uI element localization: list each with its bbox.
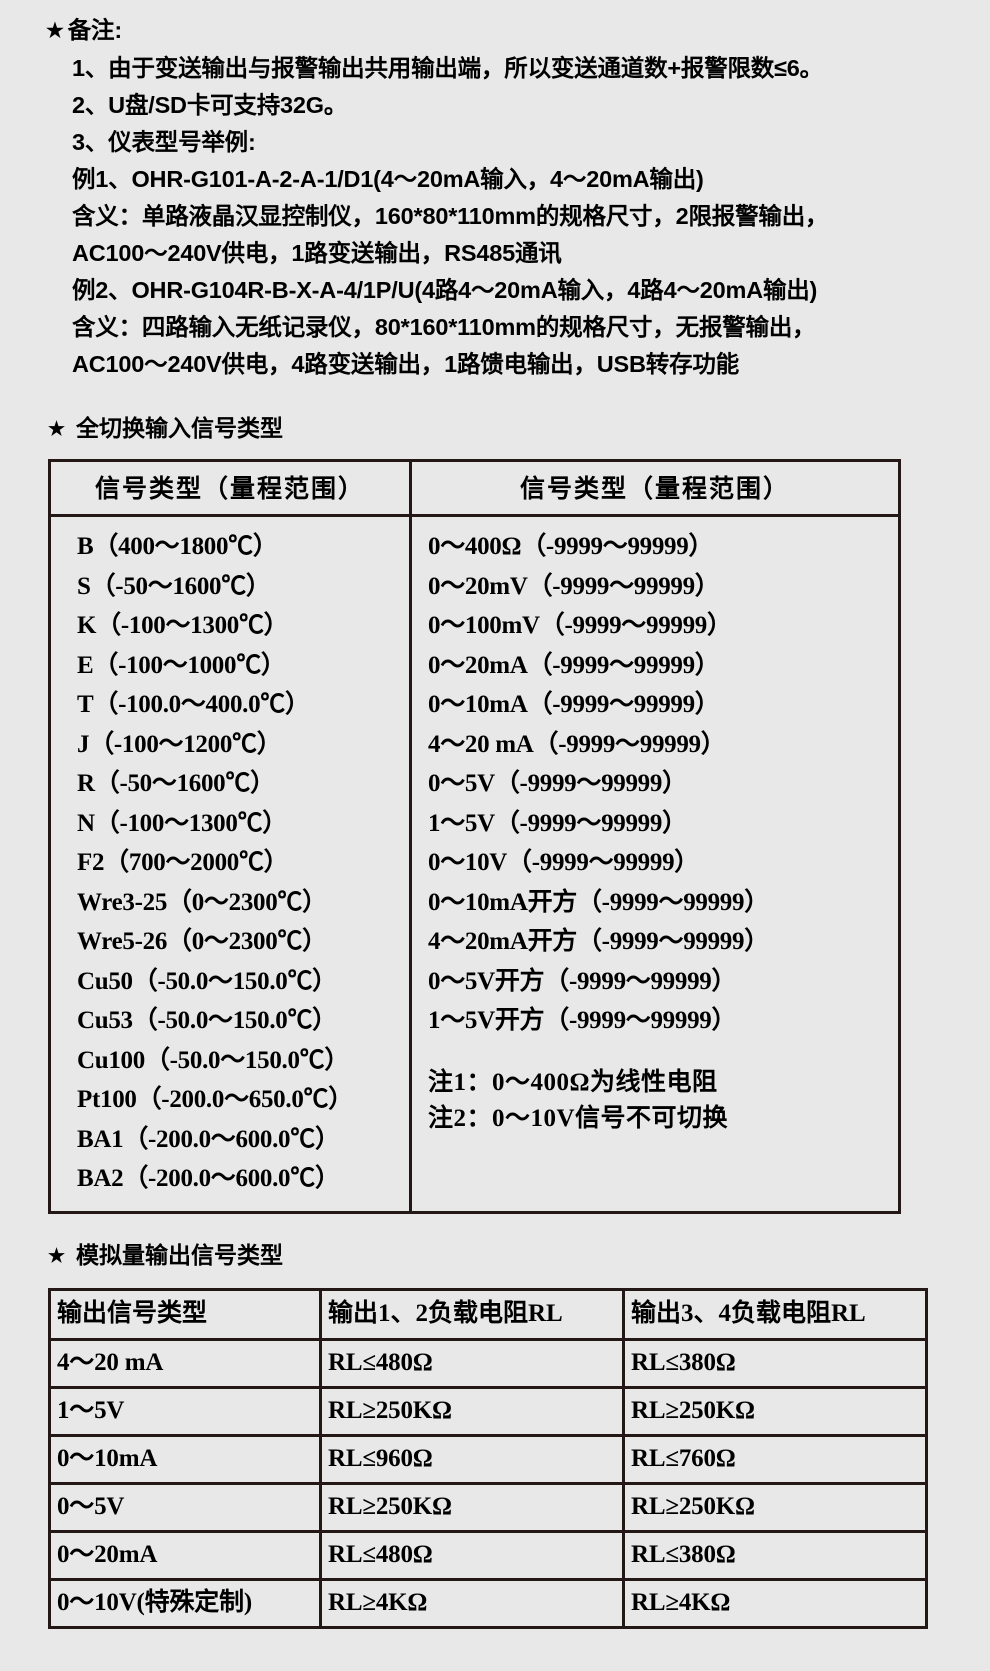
note-line: 例2、OHR-G104R-B-X-A-4/1P/U(4路4～20mA输入，4路4… (72, 277, 818, 303)
input-signal-table: 信号类型（量程范围） 信号类型（量程范围） B（400～1800℃） S（-50… (48, 459, 901, 1214)
list-item: F2（700～2000℃） (77, 849, 289, 876)
input-signal-section-title: ★ 全切换输入信号类型 (0, 413, 990, 445)
list-item: S（-50～1600℃） (77, 572, 271, 600)
right-column-cell: 0～400Ω（-9999～99999） 0～20mV（-9999～99999） … (409, 514, 901, 1214)
list-item: E（-100～1000℃） (77, 651, 286, 679)
list-item: 0～20mA（-9999～99999） (428, 651, 720, 679)
table-row: 0～20mA RL≤480Ω RL≤380Ω (48, 1529, 928, 1581)
list-item: Cu50（-50.0～150.0℃） (77, 967, 337, 995)
table-cell: RL≥4KΩ (622, 1577, 928, 1629)
table-cell: 0～10V(特殊定制) (48, 1577, 322, 1629)
list-item: Wre5-26（0～2300℃） (77, 928, 327, 955)
list-item: 1～5V（-9999～99999） (428, 809, 687, 837)
list-item: BA1（-200.0～600.0℃） (77, 1125, 340, 1153)
table-cell: RL≥250KΩ (622, 1481, 928, 1533)
star-icon: ★ (46, 20, 64, 42)
right-column-list: 0～400Ω（-9999～99999） 0～20mV（-9999～99999） … (412, 517, 898, 1149)
list-item: Pt100（-200.0～650.0℃） (77, 1086, 353, 1113)
column-header: 输出信号类型 (48, 1287, 322, 1341)
input-signal-table-wrap: 信号类型（量程范围） 信号类型（量程范围） B（400～1800℃） S（-50… (48, 459, 901, 1214)
table-cell: 1～5V (48, 1385, 322, 1437)
table-cell: RL≤380Ω (622, 1529, 928, 1581)
list-item: Cu53（-50.0～150.0℃） (77, 1007, 337, 1034)
left-column-cell: B（400～1800℃） S（-50～1600℃） K（-100～1300℃） … (48, 514, 412, 1214)
note-line: 2、U盘/SD卡可支持32G。 (72, 92, 348, 118)
list-item: 4～20 mA（-9999～99999） (428, 730, 726, 758)
left-column-list: B（400～1800℃） S（-50～1600℃） K（-100～1300℃） … (51, 517, 409, 1211)
list-item: 0～10mA开方（-9999～99999） (428, 888, 769, 916)
list-item: 0～5V（-9999～99999） (428, 770, 687, 797)
list-item: 4～20mA开方（-9999～99999） (428, 928, 769, 955)
table-row: 4～20 mA RL≤480Ω RL≤380Ω (48, 1337, 928, 1389)
table-cell: 0～20mA (48, 1529, 322, 1581)
table-cell: RL≤480Ω (319, 1337, 625, 1389)
table-body-row: B（400～1800℃） S（-50～1600℃） K（-100～1300℃） … (48, 514, 901, 1214)
table-note: 注1：0～400Ω为线性电阻 (428, 1068, 718, 1096)
column-header: 输出3、4负载电阻RL (622, 1287, 928, 1341)
list-item: 0～10V（-9999～99999） (428, 849, 699, 876)
table-header-row: 信号类型（量程范围） 信号类型（量程范围） (48, 459, 901, 517)
list-item: J（-100～1200℃） (77, 730, 282, 758)
note-line: 含义：四路输入无纸记录仪，80*160*110mm的规格尺寸，无报警输出， (72, 314, 816, 340)
list-item: B（400～1800℃） (77, 533, 278, 560)
list-item: K（-100～1300℃） (77, 612, 289, 639)
note-line: 例1、OHR-G101-A-2-A-1/D1(4～20mA输入，4～20mA输出… (72, 166, 704, 192)
list-item: 0～5V开方（-9999～99999） (428, 967, 737, 995)
table-cell: RL≤380Ω (622, 1337, 928, 1389)
note-line: AC100～240V供电，1路变送输出，RS485通讯 (72, 240, 562, 266)
table-cell: RL≥250KΩ (319, 1481, 625, 1533)
output-signal-table: 输出信号类型 输出1、2负载电阻RL 输出3、4负载电阻RL 4～20 mA R… (48, 1287, 928, 1629)
table-cell: RL≤960Ω (319, 1433, 625, 1485)
list-item: BA2（-200.0～600.0℃） (77, 1165, 340, 1192)
list-item: 0～400Ω（-9999～99999） (428, 533, 714, 560)
column-header: 输出1、2负载电阻RL (319, 1287, 625, 1341)
table-cell: RL≤480Ω (319, 1529, 625, 1581)
notes-block: ★ 备注: 1、由于变送输出与报警输出共用输出端，所以变送通道数+报警限数≤6。 … (0, 0, 990, 383)
table-row: 1～5V RL≥250KΩ RL≥250KΩ (48, 1385, 928, 1437)
table-note: 注2：0～10V信号不可切换 (428, 1104, 729, 1132)
star-icon: ★ (48, 419, 66, 440)
spacer (412, 1041, 898, 1065)
table-row: 0～10V(特殊定制) RL≥4KΩ RL≥4KΩ (48, 1577, 928, 1629)
table-row: 0～5V RL≥250KΩ RL≥250KΩ (48, 1481, 928, 1533)
column-header-right: 信号类型（量程范围） (519, 476, 790, 503)
table-cell: RL≤760Ω (622, 1433, 928, 1485)
list-item: 0～100mV（-9999～99999） (428, 612, 732, 639)
input-signal-title-text: 全切换输入信号类型 (76, 415, 284, 441)
note-line: AC100～240V供电，4路变送输出，1路馈电输出，USB转存功能 (72, 351, 739, 377)
note-line: 1、由于变送输出与报警输出共用输出端，所以变送通道数+报警限数≤6。 (72, 55, 823, 81)
table-cell: RL≥4KΩ (319, 1577, 625, 1629)
list-item: 0～20mV（-9999～99999） (428, 572, 720, 600)
table-cell: 0～5V (48, 1481, 322, 1533)
note-line: 含义：单路液晶汉显控制仪，160*80*110mm的规格尺寸，2限报警输出， (72, 203, 829, 229)
list-item: 0～10mA（-9999～99999） (428, 691, 720, 718)
star-icon: ★ (48, 1245, 66, 1267)
list-item: R（-50～1600℃） (77, 770, 275, 797)
output-signal-table-wrap: 输出信号类型 输出1、2负载电阻RL 输出3、4负载电阻RL 4～20 mA R… (48, 1287, 928, 1629)
table-cell: 4～20 mA (48, 1337, 322, 1389)
list-item: 1～5V开方（-9999～99999） (428, 1007, 737, 1034)
table-header-row: 输出信号类型 输出1、2负载电阻RL 输出3、4负载电阻RL (48, 1287, 928, 1341)
list-item: T（-100.0～400.0℃） (77, 691, 310, 718)
column-header-left: 信号类型（量程范围） (94, 476, 365, 503)
note-line: 3、仪表型号举例: (72, 129, 256, 155)
table-cell: RL≥250KΩ (622, 1385, 928, 1437)
output-signal-title-text: 模拟量输出信号类型 (76, 1241, 284, 1268)
list-item: N（-100～1300℃） (77, 809, 287, 837)
list-item: Wre3-25（0～2300℃） (77, 888, 327, 916)
table-row: 0～10mA RL≤960Ω RL≤760Ω (48, 1433, 928, 1485)
notes-heading: ★ 备注: (46, 12, 950, 50)
output-signal-section-title: ★ 模拟量输出信号类型 (0, 1240, 990, 1272)
table-cell: 0～10mA (48, 1433, 322, 1485)
table-cell: RL≥250KΩ (319, 1385, 625, 1437)
notes-heading-text: 备注: (67, 17, 122, 43)
list-item: Cu100（-50.0～150.0℃） (77, 1046, 350, 1074)
